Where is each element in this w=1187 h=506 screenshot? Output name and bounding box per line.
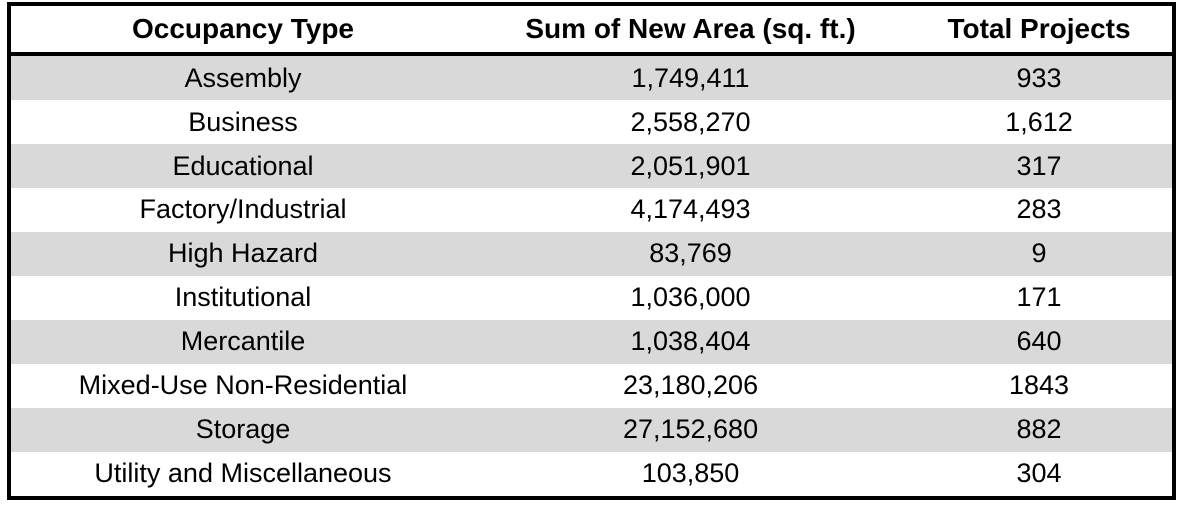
table-row: Utility and Miscellaneous 103,850 304 bbox=[9, 451, 1174, 498]
table-row: Assembly 1,749,411 933 bbox=[9, 54, 1174, 101]
cell-occupancy-type: Storage bbox=[9, 407, 475, 452]
cell-total-projects: 640 bbox=[906, 319, 1174, 364]
occupancy-summary-table-container: Occupancy Type Sum of New Area (sq. ft.)… bbox=[7, 2, 1176, 500]
cell-total-projects: 882 bbox=[906, 407, 1174, 452]
cell-occupancy-type: Mercantile bbox=[9, 319, 475, 364]
cell-sum-new-area: 83,769 bbox=[475, 231, 907, 276]
cell-total-projects: 9 bbox=[906, 231, 1174, 276]
cell-total-projects: 171 bbox=[906, 275, 1174, 320]
occupancy-summary-table: Occupancy Type Sum of New Area (sq. ft.)… bbox=[7, 2, 1176, 500]
cell-sum-new-area: 27,152,680 bbox=[475, 407, 907, 452]
cell-sum-new-area: 1,036,000 bbox=[475, 275, 907, 320]
cell-total-projects: 317 bbox=[906, 144, 1174, 188]
table-row: Storage 27,152,680 882 bbox=[9, 407, 1174, 452]
cell-occupancy-type: Mixed-Use Non-Residential bbox=[9, 363, 475, 408]
cell-total-projects: 933 bbox=[906, 54, 1174, 101]
table-row: Mixed-Use Non-Residential 23,180,206 1843 bbox=[9, 363, 1174, 408]
cell-occupancy-type: Utility and Miscellaneous bbox=[9, 451, 475, 498]
table-row: Business 2,558,270 1,612 bbox=[9, 100, 1174, 145]
cell-occupancy-type: Business bbox=[9, 100, 475, 145]
table-row: Institutional 1,036,000 171 bbox=[9, 275, 1174, 320]
cell-sum-new-area: 2,558,270 bbox=[475, 100, 907, 145]
table-body: Assembly 1,749,411 933 Business 2,558,270 1,6… bbox=[9, 54, 1174, 498]
cell-total-projects: 304 bbox=[906, 451, 1174, 498]
cell-sum-new-area: 23,180,206 bbox=[475, 363, 907, 408]
cell-total-projects: 283 bbox=[906, 188, 1174, 232]
cell-total-projects: 1,612 bbox=[906, 100, 1174, 145]
cell-occupancy-type: Assembly bbox=[9, 54, 475, 101]
cell-sum-new-area: 103,850 bbox=[475, 451, 907, 498]
table-row: Mercantile 1,038,404 640 bbox=[9, 319, 1174, 364]
table-row: Educational 2,051,901 317 bbox=[9, 144, 1174, 188]
cell-occupancy-type: High Hazard bbox=[9, 231, 475, 276]
cell-sum-new-area: 1,749,411 bbox=[475, 54, 907, 101]
cell-occupancy-type: Educational bbox=[9, 144, 475, 188]
cell-occupancy-type: Institutional bbox=[9, 275, 475, 320]
cell-occupancy-type: Factory/Industrial bbox=[9, 188, 475, 232]
table-row: Factory/Industrial 4,174,493 283 bbox=[9, 188, 1174, 232]
column-header-occupancy-type: Occupancy Type bbox=[9, 4, 475, 56]
header-row: Occupancy Type Sum of New Area (sq. ft.)… bbox=[9, 4, 1174, 56]
table-header: Occupancy Type Sum of New Area (sq. ft.)… bbox=[9, 4, 1174, 56]
cell-sum-new-area: 4,174,493 bbox=[475, 188, 907, 232]
cell-sum-new-area: 1,038,404 bbox=[475, 319, 907, 364]
table-row: High Hazard 83,769 9 bbox=[9, 231, 1174, 276]
column-header-total-projects: Total Projects bbox=[906, 4, 1174, 56]
column-header-sum-new-area: Sum of New Area (sq. ft.) bbox=[475, 4, 907, 56]
cell-total-projects: 1843 bbox=[906, 363, 1174, 408]
cell-sum-new-area: 2,051,901 bbox=[475, 144, 907, 188]
